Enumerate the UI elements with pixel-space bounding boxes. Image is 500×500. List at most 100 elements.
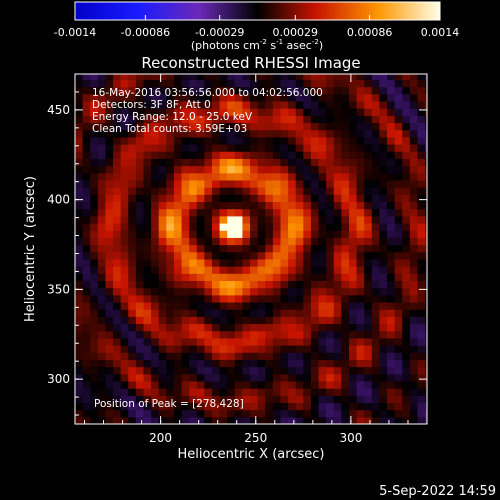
heatmap-cell <box>90 266 99 274</box>
heatmap-cell <box>90 129 99 138</box>
heatmap-cell <box>181 201 190 210</box>
heatmap-cell <box>288 237 297 246</box>
heatmap-cell <box>394 222 403 231</box>
heatmap-cell <box>128 129 137 138</box>
heatmap-cell <box>371 129 381 138</box>
heatmap-cell <box>143 208 152 217</box>
heatmap-cell <box>173 79 183 88</box>
heatmap-cell <box>158 100 167 109</box>
annotation-time: 16-May-2016 03:56:56.000 to 04:02:56.000 <box>92 87 323 99</box>
heatmap-cell <box>333 380 342 389</box>
heatmap-cell <box>371 144 381 152</box>
heatmap-cell <box>371 100 381 109</box>
heatmap-cell <box>402 266 411 274</box>
heatmap-cell <box>189 402 198 411</box>
heatmap-cell <box>151 402 160 411</box>
heatmap-cell <box>295 79 304 88</box>
heatmap-cell <box>371 316 381 325</box>
heatmap-cell <box>425 179 427 188</box>
heatmap-cell <box>219 280 228 289</box>
heatmap-cell <box>318 287 327 296</box>
heatmap-cell <box>402 402 411 411</box>
heatmap-cell <box>151 316 160 325</box>
heatmap-cell <box>379 301 388 310</box>
heatmap-cell <box>151 172 160 181</box>
heatmap-cell <box>173 294 183 303</box>
heatmap-cell <box>120 323 129 332</box>
heatmap-cell <box>272 373 282 382</box>
heatmap-cell <box>318 280 327 289</box>
heatmap-cell <box>348 359 358 368</box>
heatmap-cell <box>387 79 396 88</box>
heatmap-cell <box>333 122 342 131</box>
heatmap-cell <box>303 266 312 274</box>
heatmap-cell <box>265 172 274 181</box>
heatmap-cell <box>402 301 411 310</box>
heatmap-cell <box>387 287 396 296</box>
heatmap-cell <box>295 230 304 238</box>
heatmap-cell <box>425 108 427 116</box>
heatmap-cell <box>326 359 335 368</box>
heatmap-cell <box>295 359 304 368</box>
heatmap-cell <box>379 373 388 382</box>
heatmap-cell <box>295 380 304 389</box>
heatmap-cell <box>227 330 236 339</box>
heatmap-cell <box>265 165 274 174</box>
heatmap-cell <box>75 316 84 325</box>
heatmap-cell <box>227 144 236 152</box>
heatmap-cell <box>425 215 427 224</box>
heatmap-cell <box>425 273 427 282</box>
heatmap-cell <box>242 258 251 267</box>
heatmap-cell <box>417 294 426 303</box>
heatmap-cell <box>280 194 289 203</box>
heatmap-cell <box>120 352 129 360</box>
heatmap-cell <box>409 201 419 210</box>
heatmap-cell <box>166 359 175 368</box>
heatmap-cell <box>135 280 145 289</box>
heatmap-cell <box>234 244 244 253</box>
heatmap-cell <box>272 79 282 88</box>
heatmap-cell <box>135 230 145 238</box>
heatmap-cell <box>196 194 205 203</box>
heatmap-cell <box>402 115 411 124</box>
heatmap-cell <box>234 409 244 418</box>
heatmap-cell <box>250 144 259 152</box>
heatmap-cell <box>97 237 107 246</box>
heatmap-cell <box>196 100 205 109</box>
heatmap-cell <box>425 136 427 145</box>
heatmap-cell <box>409 380 419 389</box>
heatmap-cell <box>371 345 381 353</box>
heatmap-cell <box>204 402 213 411</box>
heatmap-cell <box>417 158 426 167</box>
heatmap-cell <box>341 380 350 389</box>
heatmap-cell <box>402 258 411 267</box>
heatmap-cell <box>295 93 304 102</box>
heatmap-cell <box>348 237 358 246</box>
heatmap-cell <box>90 345 99 353</box>
annotation-detectors: Detectors: 3F 8F, Att 0 <box>92 99 211 111</box>
heatmap-cell <box>75 359 84 368</box>
heatmap-cell <box>120 309 129 317</box>
heatmap-cell <box>425 402 427 411</box>
heatmap-cell <box>394 108 403 116</box>
heatmap-cell <box>341 258 350 267</box>
heatmap-cell <box>227 301 236 310</box>
heatmap-cell <box>204 294 213 303</box>
heatmap-cell <box>409 86 419 95</box>
heatmap-cell <box>348 230 358 238</box>
heatmap-cell <box>90 201 99 210</box>
heatmap-cell <box>120 345 129 353</box>
heatmap-cell <box>348 129 358 138</box>
heatmap-cell <box>189 287 198 296</box>
heatmap-cell <box>310 201 320 210</box>
heatmap-cell <box>219 402 228 411</box>
heatmap-cell <box>128 100 137 109</box>
heatmap-cell <box>265 316 274 325</box>
heatmap-cell <box>234 359 244 368</box>
heatmap-cell <box>250 108 259 116</box>
heatmap-cell <box>173 100 183 109</box>
heatmap-cell <box>326 237 335 246</box>
heatmap-cell <box>97 416 107 424</box>
heatmap-cell <box>394 395 403 404</box>
heatmap-cell <box>387 301 396 310</box>
